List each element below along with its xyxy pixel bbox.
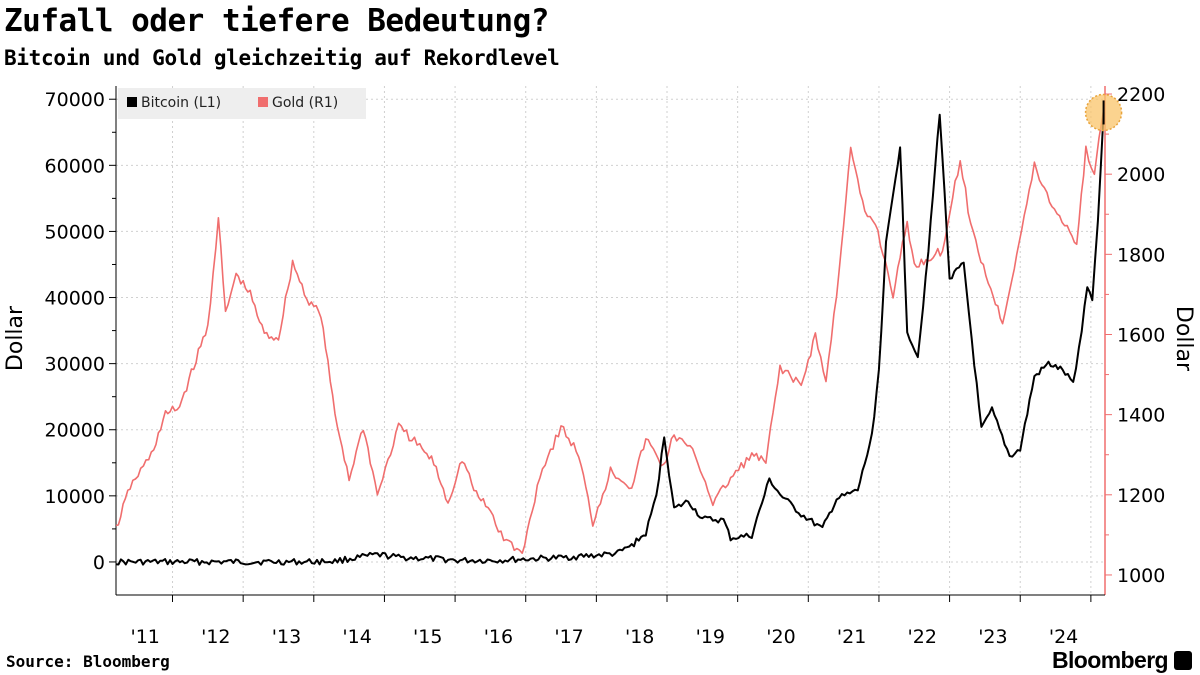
x-tick-label: '20 — [766, 626, 795, 648]
x-tick-label: '19 — [696, 626, 725, 648]
left-tick-label: 50000 — [45, 221, 105, 243]
x-tick-label: '13 — [272, 626, 301, 648]
right-tick-label: 2000 — [1117, 164, 1165, 186]
legend-label-gold: Gold (R1) — [272, 95, 338, 111]
series-layer — [115, 109, 1105, 566]
x-tick-label: '14 — [342, 626, 371, 648]
grid — [116, 86, 1105, 595]
x-tick-label: '16 — [484, 626, 513, 648]
x-tick-label: '11 — [130, 626, 159, 648]
source-note: Source: Bloomberg — [6, 652, 170, 671]
x-tick-label: '12 — [201, 626, 230, 648]
left-axis-title: Dollar — [3, 305, 28, 371]
x-tick-label: '24 — [1049, 626, 1078, 648]
right-axis: 1000 1200 1400 1600 1800 2000 2200 Dollar — [1104, 84, 1196, 595]
left-tick-label: 40000 — [45, 288, 105, 310]
right-tick-label: 1000 — [1117, 565, 1165, 587]
chart-subtitle: Bitcoin und Gold gleichzeitig auf Rekord… — [4, 46, 560, 70]
right-tick-label: 2200 — [1117, 84, 1165, 106]
right-axis-title: Dollar — [1171, 306, 1196, 372]
annotation-layer — [1084, 93, 1123, 132]
x-tick-label: '23 — [978, 626, 1007, 648]
left-tick-label: 20000 — [45, 420, 105, 442]
gold-line — [115, 109, 1105, 554]
x-tick-label: '22 — [908, 626, 937, 648]
left-tick-label: 0 — [93, 552, 105, 574]
legend-label-bitcoin: Bitcoin (L1) — [141, 95, 221, 111]
right-tick-label: 1800 — [1117, 244, 1165, 266]
bloomberg-logo: Bloomberg — [1052, 647, 1169, 673]
left-tick-label: 10000 — [45, 486, 105, 508]
right-tick-label: 1400 — [1117, 405, 1165, 427]
legend-background — [118, 88, 366, 119]
x-tick-label: '18 — [625, 626, 654, 648]
right-tick-label: 1600 — [1117, 324, 1165, 346]
legend: Bitcoin (L1) Gold (R1) — [118, 88, 366, 119]
bitcoin-line — [115, 112, 1105, 566]
legend-swatch-bitcoin — [127, 97, 137, 107]
x-tick-label: '21 — [837, 626, 866, 648]
x-tick-label: '17 — [554, 626, 583, 648]
chart-title: Zufall oder tiefere Bedeutung? — [4, 3, 549, 39]
left-tick-label: 60000 — [45, 155, 105, 177]
left-tick-label: 30000 — [45, 354, 105, 376]
x-tick-label: '15 — [413, 626, 442, 648]
right-tick-label: 1200 — [1117, 485, 1165, 507]
x-axis: '11 '12 '13 '14 '15 '16 '17 '18 '19 '20 '21 '22 '23 '… — [116, 594, 1105, 648]
left-tick-label: 70000 — [45, 89, 105, 111]
left-axis: 0 10000 20000 30000 40000 50000 60000 70000 Doll… — [3, 86, 117, 595]
legend-swatch-gold — [258, 97, 268, 107]
bloomberg-icon — [1174, 651, 1192, 670]
